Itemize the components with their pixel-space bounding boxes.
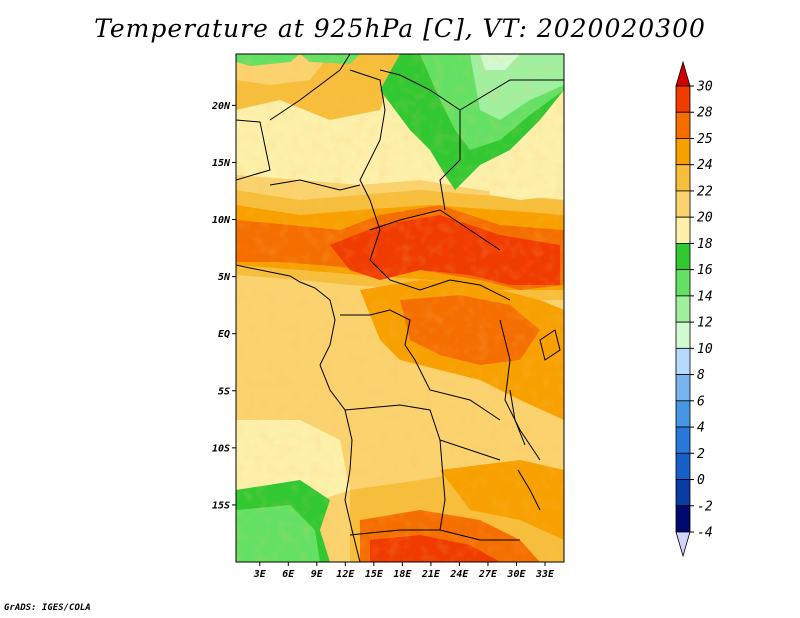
lat-tick-label: 5S [218,386,230,397]
lat-tick-label: EQ [218,329,230,340]
colorbar-label: 12 [697,316,713,331]
colorbar-swatch [675,374,691,402]
colorbar-label: 6 [697,394,705,409]
lon-tick-label: 33E [535,569,555,580]
colorbar-label: 18 [697,237,713,252]
colorbar-swatch [675,60,691,87]
colorbar-swatch [675,85,691,113]
lat-tick-label: 15S [212,500,230,511]
colorbar-label: 22 [697,184,713,199]
lon-tick-label: 15E [365,569,384,580]
colorbar-swatch [675,111,691,139]
colorbar-label: 14 [697,289,713,304]
colorbar-swatch [675,321,691,349]
credit-label: GrADS: IGES/COLA [4,603,91,613]
lat-tick-label: 5N [218,272,231,283]
colorbar-swatch [675,479,691,507]
lat-tick-label: 15N [212,158,231,169]
colorbar-swatch [675,452,691,480]
colorbar-label: 8 [697,368,705,383]
colorbar-swatch [675,505,691,533]
longitude-axis: 3E 6E 9E 12E 15E 18E 21E 24E 27E 30E 33E [253,562,555,580]
colorbar-label: -4 [697,526,713,541]
colorbar-swatch [675,426,691,454]
colorbar-label: 4 [697,421,705,436]
colorbar-label: 25 [697,132,713,147]
latitude-axis: 20N 15N 10N 5N EQ 5S 10S 15S [211,101,236,511]
colorbar-swatch [675,269,691,297]
map-title: Temperature at 925hPa [C], VT: 202002030… [94,14,706,43]
colorbar-label: 16 [697,263,713,278]
lon-tick-label: 3E [253,569,267,580]
lat-tick-label: 10S [212,443,230,454]
colorbar-label: 2 [697,447,705,462]
colorbar-swatch [675,347,691,375]
lat-tick-label: 20N [211,101,231,112]
map-frame [235,53,565,563]
lon-tick-label: 30E [506,569,526,580]
colorbar-label: 0 [697,473,705,488]
colorbar-swatch [675,400,691,428]
colorbar-swatch [675,531,691,558]
lon-tick-label: 24E [449,569,469,580]
lon-tick-label: 27E [478,569,498,580]
colorbar-swatch [675,216,691,244]
lon-tick-label: 12E [336,569,355,580]
lon-tick-label: 9E [311,569,324,580]
colorbar-label: 28 [697,106,713,121]
lat-tick-label: 10N [212,215,231,226]
colorbar-label: -2 [697,499,713,514]
colorbar-label: 24 [697,158,713,173]
colorbar-label: 30 [696,80,713,95]
lon-tick-label: 18E [393,569,412,580]
colorbar-swatch [675,295,691,323]
temperature-field [236,54,564,562]
country-borders [236,54,564,562]
lon-tick-label: 21E [421,569,441,580]
lon-tick-label: 6E [282,569,295,580]
colorbar-swatch [675,138,691,166]
colorbar-label: 20 [697,211,713,226]
colorbar-swatch [675,243,691,271]
colorbar-swatch [675,164,691,192]
colorbar-label: 10 [697,342,713,357]
colorbar-swatch [675,190,691,218]
